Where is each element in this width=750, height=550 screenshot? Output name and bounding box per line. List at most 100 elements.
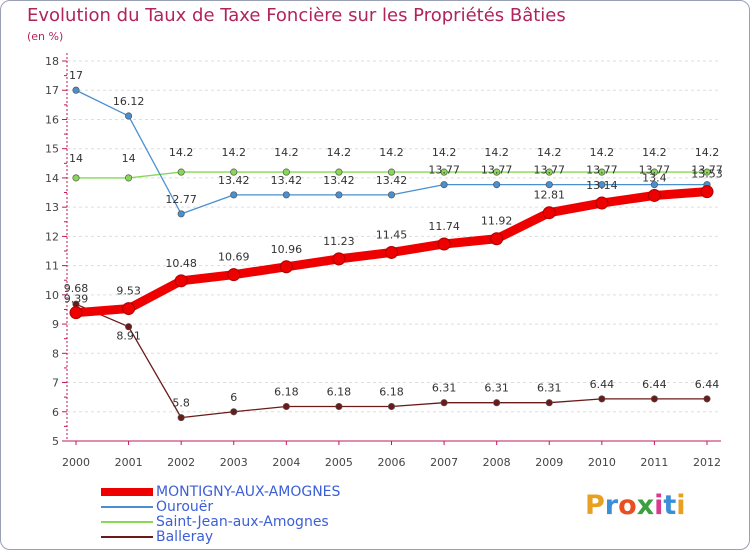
data-point: [174, 274, 188, 288]
y-tick-label: 10: [45, 289, 59, 302]
data-label: 13.77: [481, 164, 513, 177]
axes: 5 6 7 8 9 10 11 12 13 14 15 16 17 18 2000 2001 2002 2003 2…: [45, 53, 721, 469]
data-label: 17: [69, 69, 83, 82]
data-point: [490, 232, 504, 246]
x-tick-label: 2011: [640, 456, 668, 469]
data-label: 11.45: [376, 228, 408, 241]
data-point: [177, 168, 185, 176]
x-tick-label: 2001: [115, 456, 143, 469]
data-point: [385, 245, 398, 259]
data-label: 6.31: [432, 382, 457, 395]
data-point: [279, 260, 293, 274]
data-point: [230, 168, 238, 176]
data-label: 14.2: [432, 146, 457, 159]
data-label: 13.42: [218, 174, 250, 187]
data-label: 10.48: [165, 257, 197, 270]
data-point: [542, 206, 556, 220]
data-label: 13.14: [586, 179, 618, 192]
y-tick-label: 12: [45, 230, 59, 243]
data-label: 14.2: [379, 146, 404, 159]
x-tick-label: 2009: [535, 456, 563, 469]
x-tick-label: 2010: [588, 456, 616, 469]
data-label: 6.31: [484, 382, 509, 395]
data-point: [598, 181, 606, 189]
data-point: [125, 323, 133, 331]
data-label: 14: [69, 152, 83, 165]
data-point: [387, 191, 396, 199]
data-label: 9.39: [64, 293, 89, 306]
logo-letter: i: [654, 490, 664, 521]
data-point: [650, 181, 658, 189]
data-point: [332, 252, 346, 266]
data-point: [282, 402, 290, 411]
data-label: 14.2: [590, 146, 615, 159]
data-label: 13.42: [271, 174, 303, 187]
data-label: 14.2: [695, 146, 720, 159]
data-label: 14.2: [327, 146, 352, 159]
data-point: [69, 306, 83, 320]
legend-label: Balleray: [156, 529, 214, 545]
data-point: [335, 191, 343, 199]
x-tick-label: 2008: [483, 456, 511, 469]
data-point: [335, 168, 343, 176]
logo-letter: o: [618, 490, 637, 521]
data-point: [703, 168, 711, 176]
data-label: 6.18: [274, 386, 299, 399]
y-tick-label: 15: [45, 143, 59, 156]
legend-swatch: [101, 521, 153, 523]
data-point: [703, 395, 711, 403]
y-tick-label: 8: [52, 347, 59, 360]
data-point: [598, 168, 606, 176]
data-point: [493, 168, 501, 176]
data-point: [177, 414, 185, 422]
data-point: [440, 168, 448, 176]
data-point: [440, 399, 448, 407]
y-tick-label: 17: [45, 84, 59, 97]
data-point: [545, 168, 553, 176]
x-tick-label: 2002: [167, 456, 195, 469]
data-point: [595, 196, 609, 210]
x-tick-label: 2003: [220, 456, 248, 469]
data-point: [335, 402, 343, 411]
data-label: 6.18: [327, 386, 352, 399]
data-label: 13.77: [691, 164, 723, 177]
data-label: 10.69: [218, 251, 250, 264]
data-label: 11.92: [481, 215, 513, 228]
data-point: [545, 399, 553, 407]
legend-swatch: [101, 488, 153, 496]
data-label: 6.44: [642, 378, 667, 391]
series-line-3: [75, 303, 708, 419]
series-lines: [69, 86, 714, 422]
unit-label: (en %): [27, 30, 64, 43]
data-point: [230, 408, 238, 416]
y-tick-label: 13: [45, 201, 59, 214]
brand-logo: Proxiti: [585, 490, 686, 521]
x-tick-label: 2006: [378, 456, 406, 469]
data-point: [230, 191, 238, 199]
logo-letter: t: [663, 490, 677, 521]
data-label: 6.44: [695, 378, 720, 391]
data-label: 13.53: [691, 168, 723, 181]
data-point: [282, 191, 290, 199]
data-label: 9.68: [64, 282, 89, 295]
logo-letter: x: [636, 490, 655, 521]
data-point: [493, 399, 501, 407]
data-label: 6.31: [537, 382, 562, 395]
legend-label: MONTIGNY-AUX-AMOGNES: [156, 484, 341, 500]
x-tick-label: 2007: [430, 456, 458, 469]
data-label: 14.2: [222, 146, 247, 159]
data-point: [650, 168, 658, 176]
data-point: [545, 181, 553, 189]
data-point: [227, 268, 241, 282]
data-point: [72, 86, 80, 94]
data-label: 11.23: [323, 235, 355, 248]
data-labels: 9.39 9.53 10.48 10.69 10.96 11.23 11.45 11.74 11…: [64, 69, 723, 409]
legend-swatch: [101, 536, 153, 538]
data-label: 13.4: [642, 171, 667, 184]
x-tick-label: 2005: [325, 456, 353, 469]
data-label: 14: [122, 152, 136, 165]
data-label: 14.2: [169, 146, 194, 159]
logo-letter: i: [676, 490, 686, 521]
